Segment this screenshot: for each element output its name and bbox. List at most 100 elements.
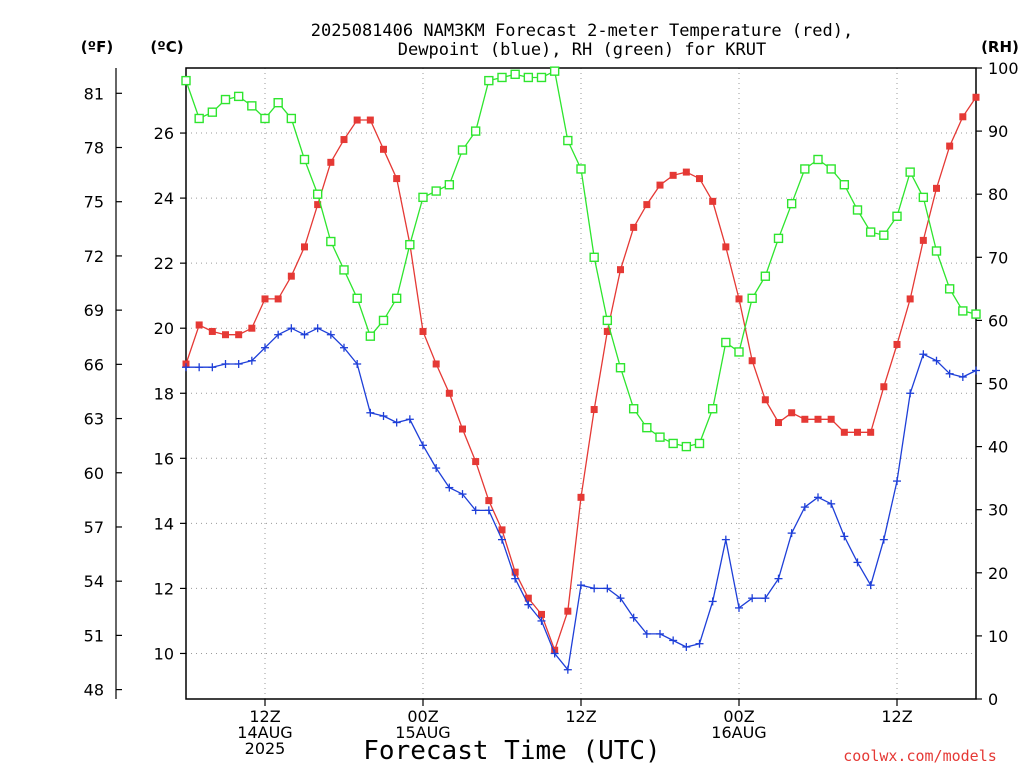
dewpoint-point [616, 594, 625, 603]
dewpoint-point [458, 490, 467, 499]
temperature-point [393, 175, 401, 183]
celsius-tick-label: 10 [154, 644, 174, 663]
rh-point [536, 72, 547, 83]
dewpoint-point [787, 529, 796, 538]
temperature-point [814, 415, 822, 423]
dewpoint-point [419, 441, 427, 450]
fahrenheit-tick-label: 69 [84, 301, 104, 320]
rh-point [444, 180, 455, 190]
rh-tick-label: 80 [988, 185, 1008, 204]
temperature-point [366, 116, 374, 124]
dewpoint-point [379, 412, 388, 421]
temperature-point [380, 145, 387, 153]
dewpoint-point [656, 629, 664, 638]
temperature-point [485, 497, 493, 505]
temperature-point [222, 331, 229, 339]
rh-point [800, 164, 810, 174]
x-tick-label: 2025 [245, 739, 286, 758]
dewpoint-point [866, 581, 875, 590]
x-axis-label: Forecast Time (UTC) [363, 736, 660, 766]
rh-point [220, 94, 231, 105]
rh-point [773, 233, 784, 244]
series-layer [181, 66, 981, 674]
rh-point [352, 293, 362, 304]
dewpoint-point [261, 343, 269, 352]
rh-point [378, 315, 389, 326]
temperature-point [919, 236, 927, 244]
dewpoint-point [366, 408, 375, 417]
rh-point [339, 265, 349, 275]
rh-point [813, 154, 823, 165]
rh-point [602, 315, 613, 326]
dewpoint-point [721, 535, 730, 544]
x-tick-label: 00Z [723, 707, 754, 726]
celsius-tick-label: 16 [154, 449, 174, 468]
temperature-point [972, 93, 980, 101]
temperature-point [235, 331, 243, 339]
temperature-point [656, 181, 664, 189]
x-tick-label: 15AUG [395, 723, 450, 742]
dewpoint-point [432, 464, 441, 473]
rh-point [918, 192, 929, 203]
dewpoint-point [748, 594, 757, 603]
x-tick-label: 12Z [565, 707, 596, 726]
rh-point [497, 72, 507, 83]
fahrenheit-tick-label: 63 [84, 410, 104, 429]
dewpoint-point [524, 600, 533, 609]
temperature-point [617, 266, 624, 274]
rh-point [576, 164, 586, 174]
rh-tick-label: 0 [988, 690, 998, 709]
dewpoint-point [484, 506, 493, 515]
temperature-point [195, 321, 203, 329]
dewpoint-point [893, 477, 901, 486]
rh-point [563, 135, 573, 146]
rh-point [326, 236, 336, 247]
rh-point [233, 91, 244, 102]
rh-point [615, 363, 626, 373]
temperature-point [722, 243, 730, 251]
dewpoint-point [445, 483, 454, 492]
rh-point [971, 309, 981, 319]
temperature-point [459, 425, 466, 433]
fahrenheit-tick-label: 81 [84, 84, 104, 103]
rh-point [391, 293, 402, 304]
dewpoint-point [471, 506, 480, 515]
temperature-point [340, 136, 348, 144]
rh-tick-label: 50 [988, 375, 1008, 394]
dewpoint-point [274, 330, 283, 339]
celsius-tick-label: 26 [154, 124, 174, 143]
celsius-tick-label: 24 [154, 189, 174, 208]
fahrenheit-tick-label: 57 [84, 518, 104, 537]
dewpoint-point [879, 535, 888, 544]
dewpoint-point [182, 363, 190, 372]
temperature-point [840, 428, 848, 436]
temperature-point [775, 419, 782, 427]
temperature-point [603, 327, 611, 335]
fahrenheit-tick-label: 48 [84, 681, 104, 700]
rh-tick-label: 40 [988, 438, 1008, 457]
dewpoint-point [340, 343, 348, 352]
rh-tick-label: 30 [988, 501, 1008, 520]
dewpoint-point [234, 359, 243, 368]
temperature-point [248, 324, 256, 332]
celsius-tick-label: 14 [154, 514, 174, 533]
celsius-tick-label: 12 [154, 579, 174, 598]
rh-point [628, 404, 639, 414]
dewpoint-point [761, 594, 770, 603]
temperature-point [827, 415, 835, 423]
temperature-point [867, 428, 875, 436]
rh-point [181, 75, 191, 86]
temperature-point [669, 171, 677, 179]
temperature-point [274, 295, 282, 303]
temperature-point [564, 607, 572, 615]
dewpoint-point [221, 359, 230, 368]
temperature-point [314, 201, 322, 209]
rh-point [747, 293, 757, 304]
rh-point [549, 66, 560, 76]
temperature-point [959, 113, 967, 121]
temperature-point [287, 272, 295, 280]
rh-point [405, 239, 415, 250]
rh-point [484, 75, 494, 86]
temperature-point [709, 197, 717, 205]
dewpoint-point [208, 363, 217, 372]
